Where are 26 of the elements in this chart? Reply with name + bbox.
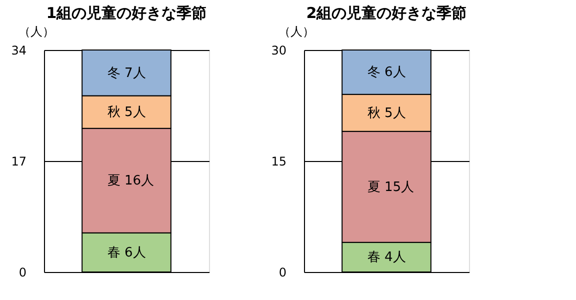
y-tick-label: 30: [271, 44, 286, 58]
y-tick-label: 34: [11, 44, 26, 58]
series-label: 冬: [368, 65, 380, 80]
data-label: 7人: [124, 66, 146, 81]
series-label: 冬: [108, 66, 120, 81]
y-tick-label: 0: [278, 266, 286, 280]
series-label: 春: [368, 250, 380, 266]
chart-title: 1組の児童の好きな季節: [46, 4, 207, 22]
data-label: 5人: [124, 105, 146, 120]
data-label: 16人: [124, 174, 154, 189]
series-label: 秋: [108, 105, 120, 120]
series-label: 秋: [368, 106, 380, 121]
y-tick-label: 15: [271, 154, 286, 168]
data-label: 6人: [124, 245, 146, 260]
series-label: 春: [108, 245, 120, 260]
y-tick-label: 17: [11, 154, 26, 168]
chart-title: 2組の児童の好きな季節: [306, 4, 467, 22]
y-axis-title: （人）: [18, 24, 54, 38]
data-label: 15人: [384, 180, 414, 195]
data-label: 4人: [384, 250, 406, 266]
series-label: 夏: [108, 174, 120, 189]
data-label: 5人: [384, 106, 406, 121]
data-label: 6人: [384, 65, 406, 80]
series-label: 夏: [368, 180, 380, 195]
y-tick-label: 0: [18, 266, 26, 280]
y-axis-title: （人）: [278, 24, 314, 38]
